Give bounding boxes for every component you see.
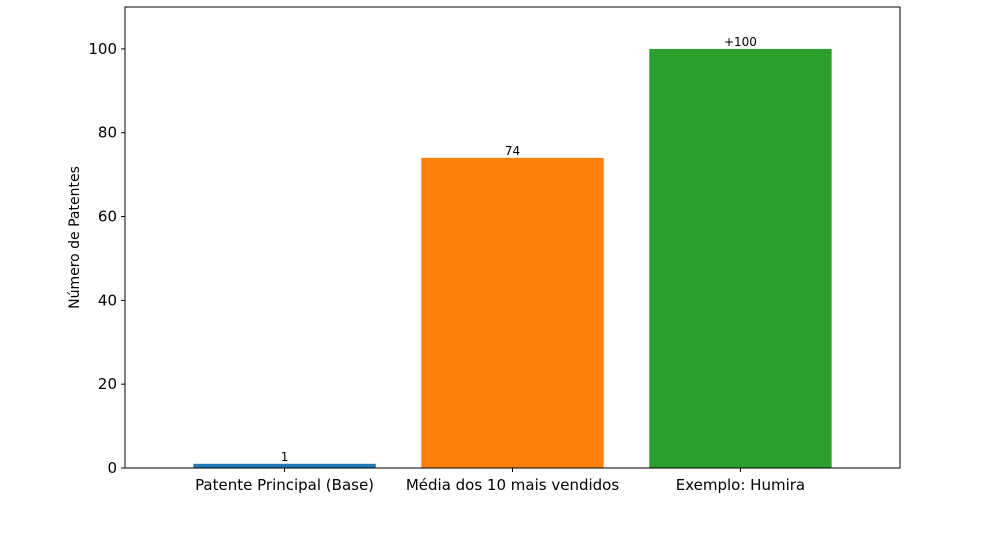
data-label-1: 1 <box>281 450 289 464</box>
x-tick-label: Patente Principal (Base) <box>195 476 374 494</box>
bar-1 <box>193 463 376 468</box>
y-tick-label: 100 <box>88 40 117 58</box>
y-axis-label: Número de Patentes <box>67 166 83 309</box>
y-tick-label: 80 <box>98 124 117 142</box>
y-tick-label: 60 <box>98 208 117 226</box>
x-axis-ticks: Patente Principal (Base) Média dos 10 mai… <box>195 468 805 494</box>
bar-2 <box>421 157 604 468</box>
y-tick-label: 40 <box>98 291 117 309</box>
data-label-2: 74 <box>505 144 520 158</box>
bar-3 <box>649 48 832 469</box>
y-axis-ticks: 0 20 40 60 80 100 <box>88 40 125 477</box>
y-tick-label: 0 <box>107 459 117 477</box>
x-tick-label: Exemplo: Humira <box>676 476 805 494</box>
y-tick-label: 20 <box>98 375 117 393</box>
data-label-3: +100 <box>724 35 757 49</box>
bars-group <box>193 48 832 469</box>
data-labels-group: 1 74 +100 <box>281 35 757 464</box>
x-tick-label: Média dos 10 mais vendidos <box>406 476 620 494</box>
